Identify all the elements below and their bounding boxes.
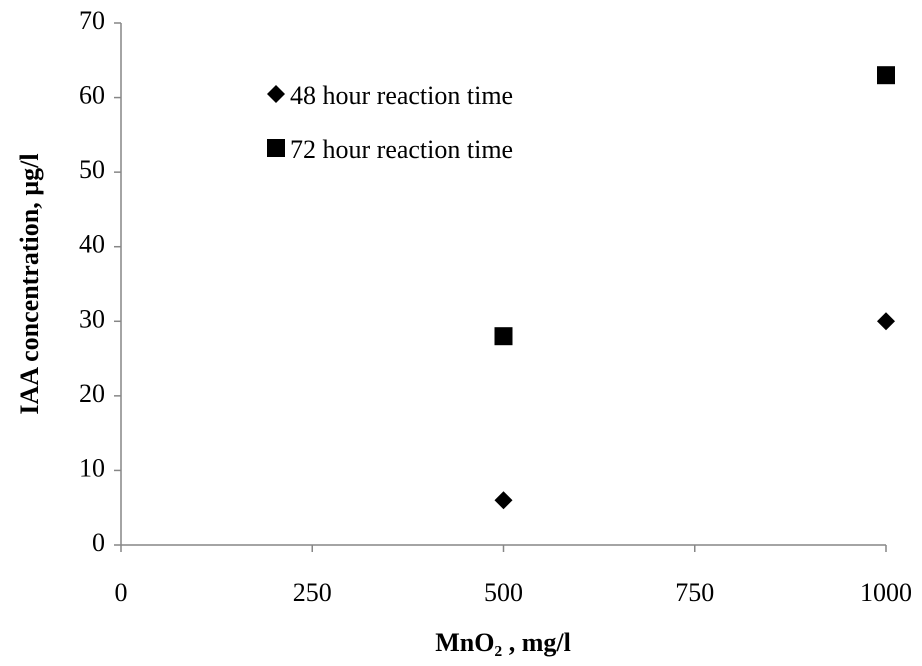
legend-label: 48 hour reaction time: [290, 81, 513, 110]
x-tick-label: 0: [115, 578, 128, 607]
x-axis-label: MnO₂ , mg/l: [435, 628, 571, 657]
y-tick-label: 50: [79, 155, 105, 184]
x-tick-label: 500: [484, 578, 523, 607]
legend-label: 72 hour reaction time: [290, 135, 513, 164]
data-point: [494, 327, 513, 346]
x-tick-label: 250: [293, 578, 332, 607]
y-tick-label: 60: [79, 81, 105, 110]
data-point: [494, 491, 513, 510]
y-tick-label: 30: [79, 304, 105, 333]
y-tick-label: 40: [79, 230, 105, 259]
y-tick-label: 70: [79, 6, 105, 35]
data-point: [877, 66, 895, 85]
y-axis-label: IAA concentration, µg/l: [15, 153, 44, 414]
data-point: [877, 312, 895, 331]
y-tick-label: 10: [79, 453, 105, 482]
x-tick-label: 750: [675, 578, 714, 607]
y-tick-label: 0: [92, 528, 105, 557]
x-tick-label: 1000: [860, 578, 912, 607]
y-tick-label: 20: [79, 379, 105, 408]
legend-marker: [267, 85, 285, 103]
legend-marker: [267, 139, 285, 157]
